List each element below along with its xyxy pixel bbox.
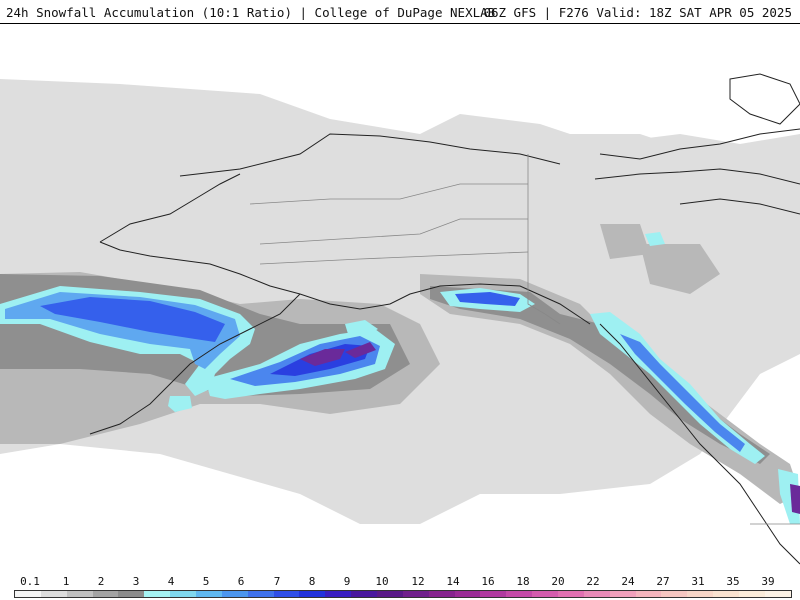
legend-label: 16 — [481, 575, 495, 588]
model-run-info: 06Z GFS | F276 Valid: 18Z SAT APR 05 202… — [483, 5, 792, 20]
map-title: 24h Snowfall Accumulation (10:1 Ratio) |… — [6, 5, 496, 20]
legend-swatch — [247, 591, 274, 597]
legend-swatch — [558, 591, 584, 597]
legend-label: 35 — [726, 575, 740, 588]
legend-swatch — [299, 591, 326, 597]
legend-label: 0.1 — [20, 575, 40, 588]
legend-label: 7 — [273, 575, 281, 588]
coastlines — [89, 73, 800, 565]
political-borders — [249, 154, 800, 525]
legend-swatch — [325, 591, 352, 597]
legend-swatch — [377, 591, 403, 597]
legend-swatch — [687, 591, 714, 597]
legend-swatch — [635, 591, 662, 597]
legend-label: 4 — [167, 575, 175, 588]
legend-label: 12 — [411, 575, 425, 588]
legend-swatch — [454, 591, 481, 597]
legend: 0.1 1 2 3 4 5 6 7 8 9 10 12 14 16 18 20 … — [0, 574, 800, 600]
light-snow-shading — [0, 79, 800, 524]
legend-label: 9 — [343, 575, 351, 588]
legend-swatch — [221, 591, 248, 597]
legend-label: 31 — [691, 575, 705, 588]
legend-swatch — [480, 591, 507, 597]
legend-swatch — [273, 591, 300, 597]
legend-label: 5 — [202, 575, 210, 588]
legend-label: 39 — [761, 575, 775, 588]
legend-swatch — [40, 591, 67, 597]
legend-label: 1 — [62, 575, 70, 588]
legend-label: 6 — [237, 575, 245, 588]
legend-swatch — [402, 591, 429, 597]
legend-swatch — [92, 591, 119, 597]
legend-swatch — [506, 591, 533, 597]
legend-color-bar — [14, 590, 792, 598]
legend-swatch — [170, 591, 197, 597]
legend-swatch — [144, 591, 171, 597]
legend-label: 18 — [516, 575, 530, 588]
legend-swatch — [713, 591, 740, 597]
legend-label: 22 — [586, 575, 600, 588]
legend-swatch — [532, 591, 559, 597]
moderate-snow-band — [0, 232, 800, 524]
snowfall-map — [0, 24, 800, 574]
legend-swatch — [609, 591, 636, 597]
legend-swatch — [196, 591, 222, 597]
legend-label: 20 — [551, 575, 565, 588]
legend-labels: 0.1 1 2 3 4 5 6 7 8 9 10 12 14 16 18 20 … — [0, 574, 800, 588]
legend-label: 8 — [308, 575, 316, 588]
legend-label: 2 — [97, 575, 105, 588]
legend-label: 14 — [446, 575, 460, 588]
legend-swatch — [66, 591, 93, 597]
legend-label: 10 — [375, 575, 389, 588]
legend-swatch — [661, 591, 688, 597]
map-header: 24h Snowfall Accumulation (10:1 Ratio) |… — [0, 0, 800, 24]
legend-swatch — [739, 591, 765, 597]
map-canvas — [0, 73, 800, 565]
legend-swatch — [15, 591, 41, 597]
legend-swatch — [764, 591, 791, 597]
legend-swatch — [583, 591, 610, 597]
legend-swatch — [118, 591, 145, 597]
legend-swatch — [351, 591, 378, 597]
legend-label: 24 — [621, 575, 635, 588]
legend-swatch — [428, 591, 455, 597]
legend-label: 27 — [656, 575, 670, 588]
legend-label: 3 — [132, 575, 140, 588]
